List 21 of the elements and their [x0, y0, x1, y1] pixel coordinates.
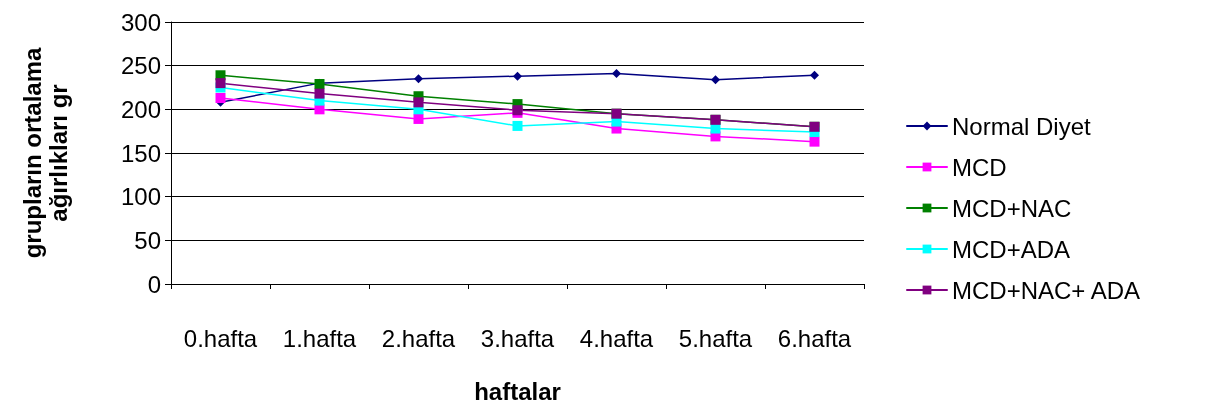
legend-label: MCD	[952, 153, 1007, 181]
y-tick-label: 300	[120, 8, 161, 36]
y-tick-label: 250	[120, 52, 161, 80]
x-tick-label: 3.hafta	[480, 324, 555, 352]
y-tick-label: 150	[120, 139, 161, 167]
y-tick-label: 200	[120, 95, 161, 123]
x-tick-label: 1.hafta	[282, 324, 357, 352]
y-tick-label: 50	[134, 226, 161, 254]
legend-label: MCD+ADA	[952, 235, 1071, 263]
x-tick-label: 4.hafta	[579, 324, 654, 352]
legend-label: MCD+NAC+ ADA	[952, 276, 1141, 304]
y-tick-label: 0	[147, 270, 161, 298]
x-tick-label: 0.hafta	[183, 324, 258, 352]
legend-label: MCD+NAC	[952, 194, 1072, 222]
y-tick-label: 100	[120, 183, 161, 211]
x-tick-label: 2.hafta	[381, 324, 456, 352]
x-tick-label: 6.hafta	[777, 324, 852, 352]
legend-label: Normal Diyet	[952, 112, 1092, 140]
y-axis-title: grupların ortalama ağırlıkları gr	[18, 46, 72, 259]
x-axis-title: haftalar	[474, 377, 561, 405]
x-tick-label: 5.hafta	[678, 324, 753, 352]
